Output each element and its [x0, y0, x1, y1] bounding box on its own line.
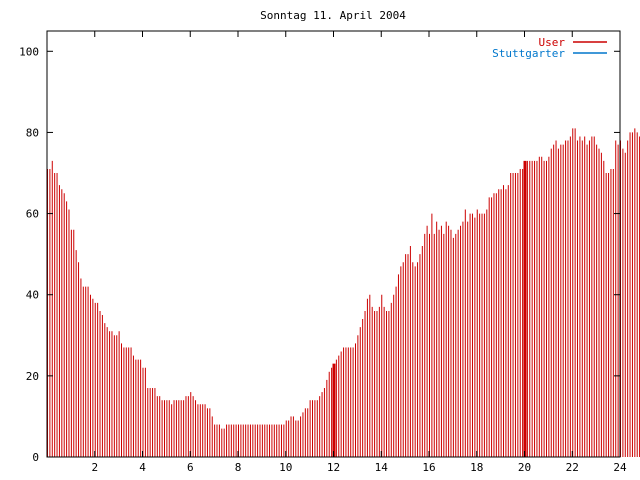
- x-tick-label: 24: [613, 461, 627, 474]
- bars-group: [47, 128, 640, 457]
- y-tick-label: 80: [26, 126, 39, 139]
- legend-label: Stuttgarter: [492, 47, 565, 60]
- chart-title: Sonntag 11. April 2004: [260, 9, 406, 22]
- x-tick-label: 2: [91, 461, 98, 474]
- x-tick-label: 18: [470, 461, 483, 474]
- y-tick-label: 40: [26, 289, 39, 302]
- x-tick-label: 12: [327, 461, 340, 474]
- y-tick-label: 60: [26, 208, 39, 221]
- x-tick-label: 8: [235, 461, 242, 474]
- legend-label: User: [539, 36, 566, 49]
- x-tick-label: 6: [187, 461, 194, 474]
- x-tick-label: 22: [566, 461, 579, 474]
- x-tick-label: 14: [375, 461, 389, 474]
- y-tick-label: 20: [26, 370, 39, 383]
- y-tick-label: 0: [32, 451, 39, 464]
- x-tick-label: 16: [422, 461, 435, 474]
- y-tick-label: 100: [19, 45, 39, 58]
- x-tick-label: 4: [139, 461, 146, 474]
- x-tick-label: 20: [518, 461, 531, 474]
- x-tick-label: 10: [279, 461, 292, 474]
